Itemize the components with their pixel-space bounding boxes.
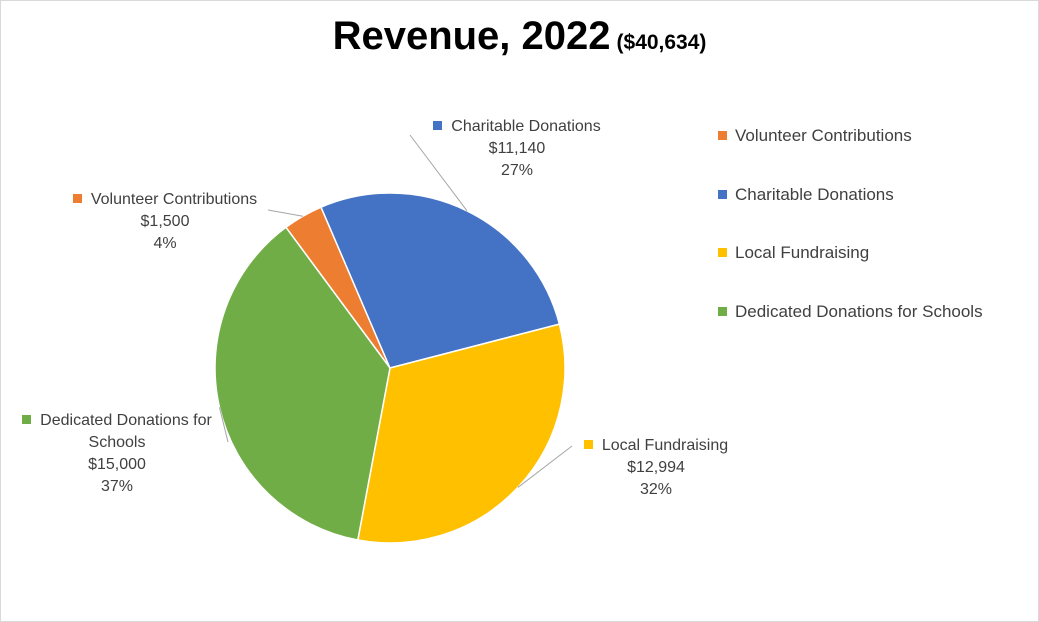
chart-title-main: Revenue, 2022	[332, 14, 611, 58]
data-label-value: $11,140	[488, 140, 546, 157]
legend-swatch	[718, 189, 727, 199]
data-label-percent: 27%	[500, 162, 534, 179]
data-label-swatch	[72, 194, 82, 203]
data-label-swatch	[22, 415, 32, 424]
data-label-name: Dedicated Donations for	[40, 412, 212, 429]
legend-swatch	[718, 131, 727, 140]
data-label-charitable-donations: Charitable Donations $11,140 27%	[412, 116, 622, 182]
data-label-percent: 32%	[639, 481, 673, 498]
leader-line	[517, 445, 573, 488]
legend-item-local-fundraising: Local Fundraising	[718, 243, 983, 302]
data-label-volunteer-contributions: Volunteer Contributions $1,500 4%	[60, 189, 270, 255]
legend-label: Charitable Donations	[735, 184, 894, 204]
data-label-name: Volunteer Contributions	[90, 191, 258, 208]
data-label-dedicated-donations-for-schools: Dedicated Donations for Schools $15,000 …	[4, 410, 230, 498]
legend: Volunteer Contributions Charitable Donat…	[718, 126, 983, 360]
legend-swatch	[718, 306, 727, 316]
data-label-swatch	[433, 121, 443, 130]
pie-slice-local-fundraising	[356, 323, 566, 544]
data-label-swatch	[583, 440, 593, 449]
legend-label: Dedicated Donations for Schools	[735, 301, 983, 321]
legend-item-volunteer-contributions: Volunteer Contributions	[718, 126, 983, 185]
data-label-percent: 4%	[153, 235, 177, 252]
legend-item-charitable-donations: Charitable Donations	[718, 185, 983, 244]
data-label-value: $15,000	[88, 456, 146, 473]
legend-swatch	[718, 248, 727, 257]
legend-label: Volunteer Contributions	[735, 126, 912, 145]
legend-item-dedicated-donations-for-schools: Dedicated Donations for Schools	[718, 302, 983, 361]
data-label-name: Charitable Donations	[451, 118, 601, 135]
leader-line	[409, 134, 468, 212]
data-label-local-fundraising: Local Fundraising $12,994 32%	[571, 435, 741, 501]
data-label-value: $12,994	[627, 459, 685, 476]
data-label-percent: 37%	[100, 478, 134, 495]
data-label-name: Local Fundraising	[601, 437, 729, 454]
data-label-name-line-2: Schools	[88, 434, 146, 451]
data-label-value: $1,500	[140, 213, 190, 230]
chart-subtitle: ($40,634)	[616, 31, 707, 54]
chart-title: Revenue, 2022 ($40,634)	[0, 14, 1039, 59]
leader-line	[218, 407, 229, 443]
legend-label: Local Fundraising	[735, 243, 870, 262]
leader-line	[267, 209, 303, 217]
